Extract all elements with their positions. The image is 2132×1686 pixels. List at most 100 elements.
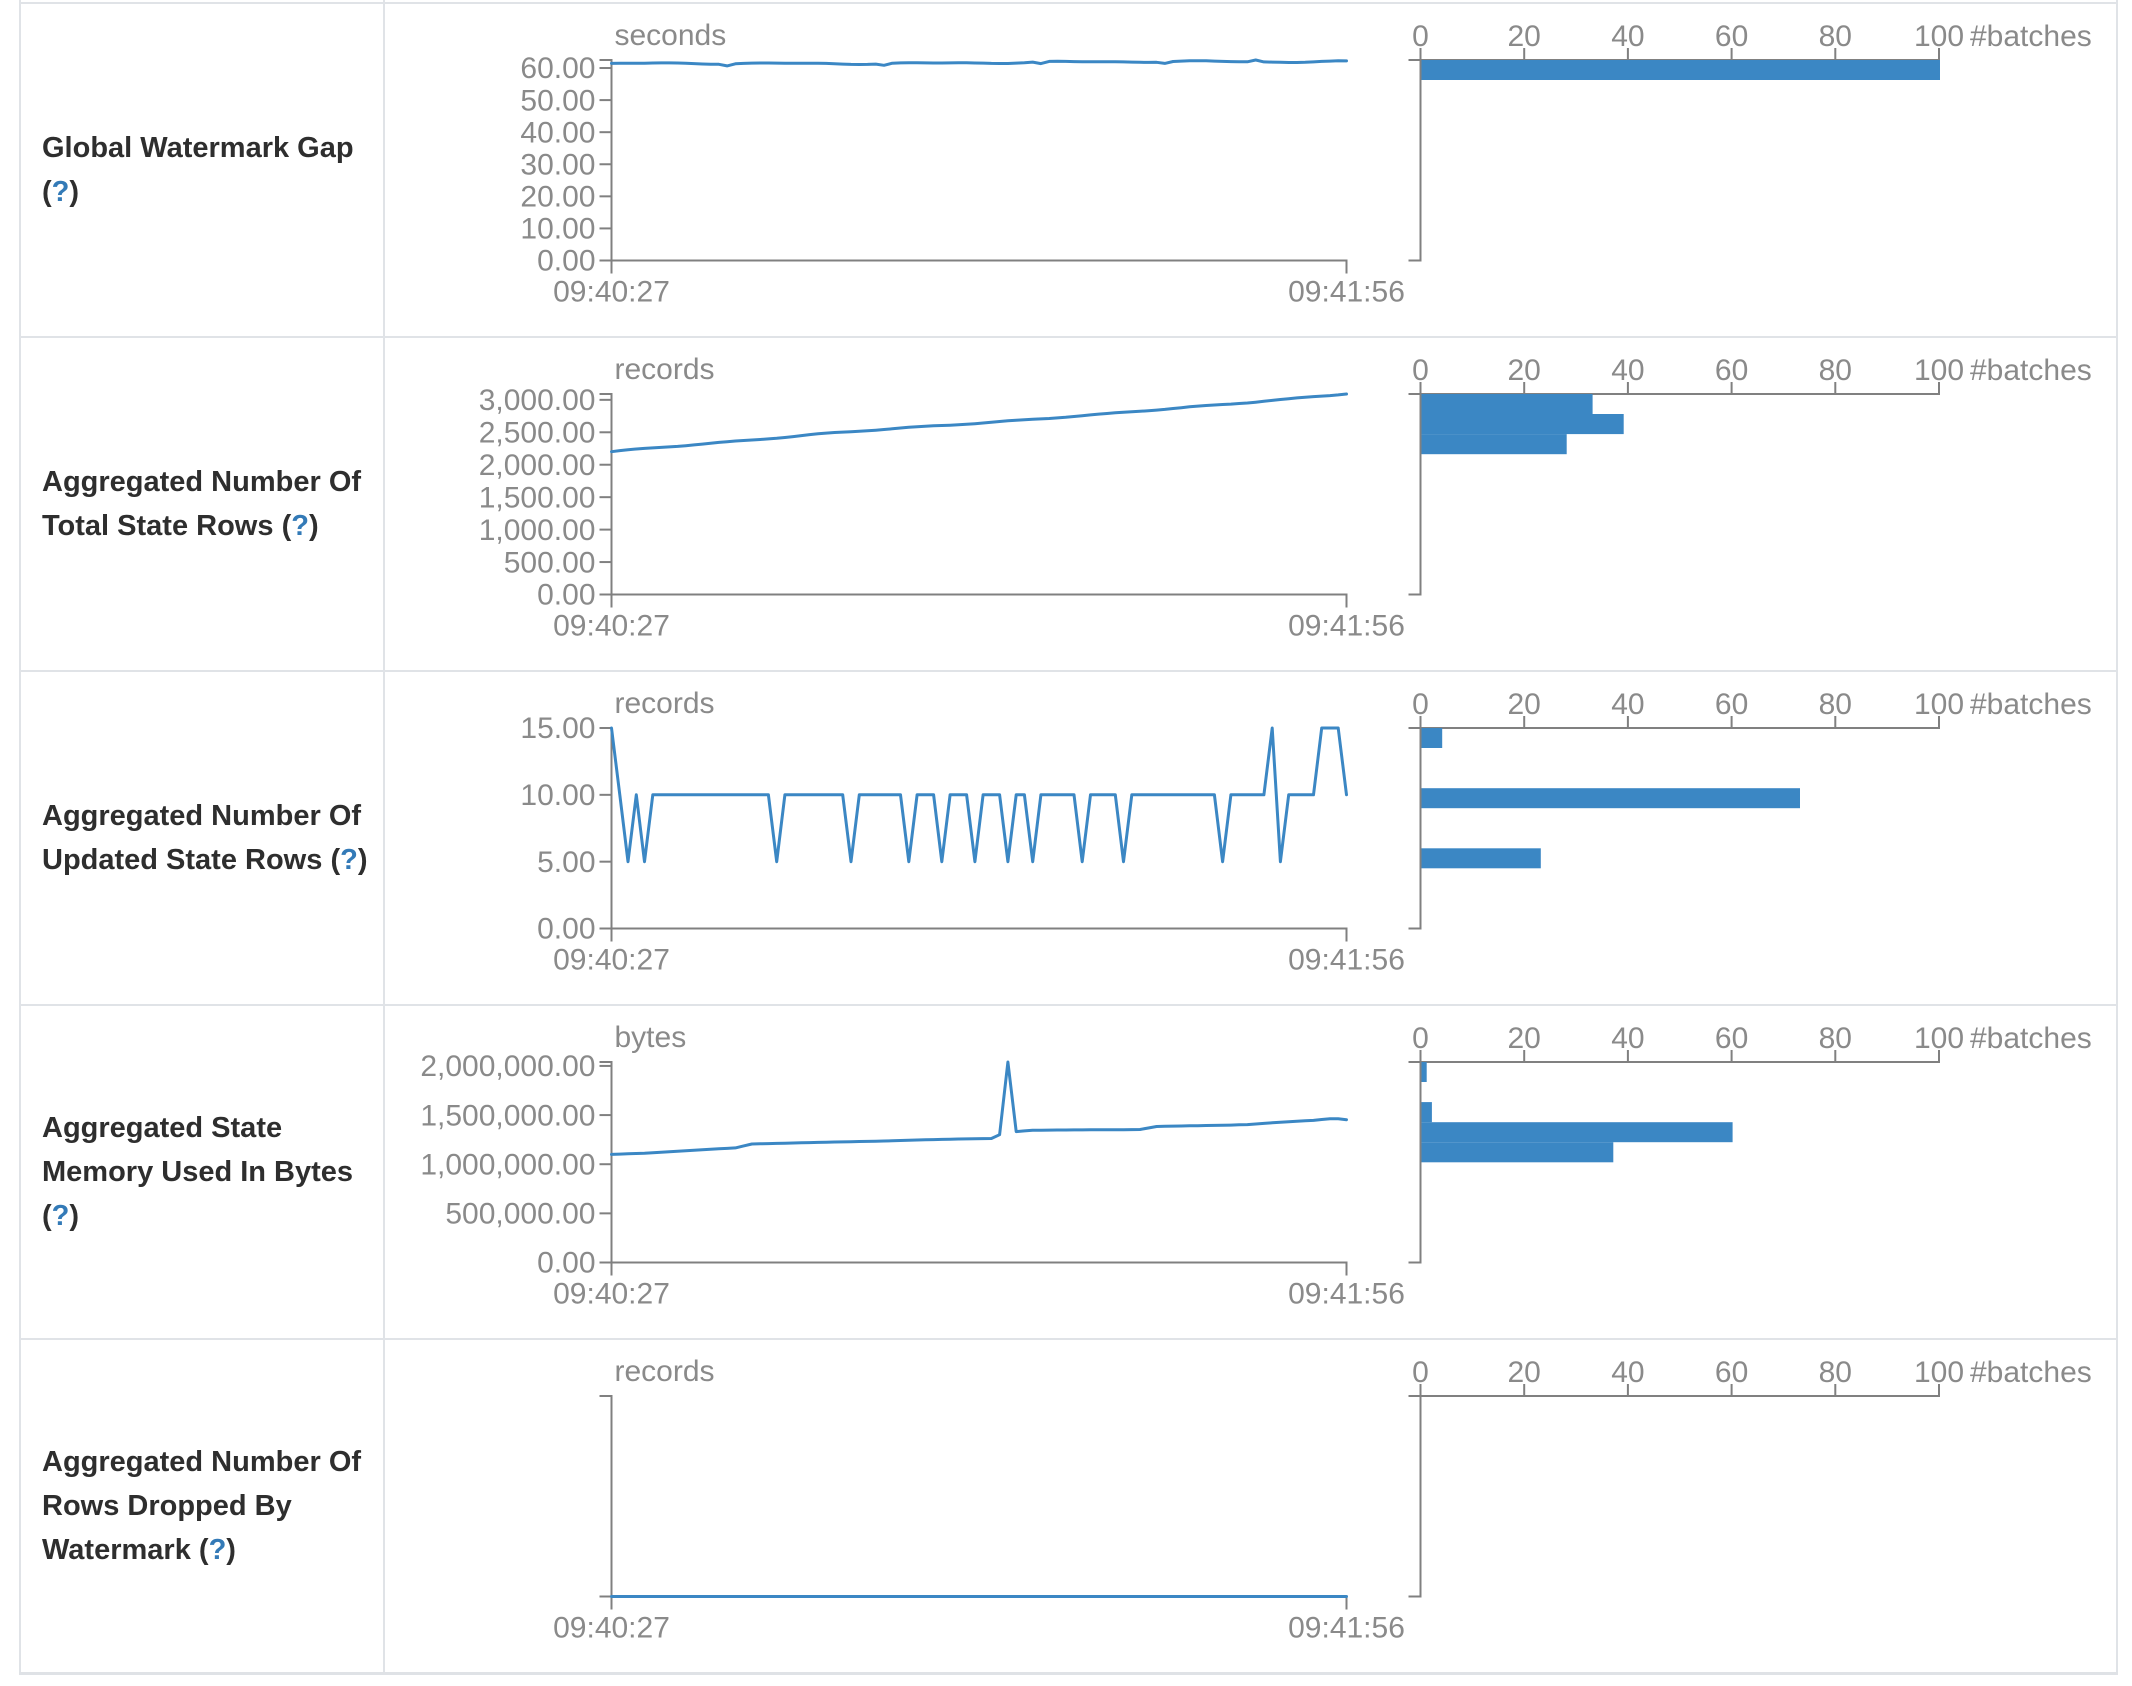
histogram-bar bbox=[1421, 60, 1940, 80]
table-row: Aggregated Number Of Total State Rows (?)… bbox=[19, 336, 2118, 672]
histogram-y-axis bbox=[1408, 393, 1422, 596]
y-tick-label: 500.00 bbox=[504, 546, 596, 579]
hist-x-tick-label: 100 bbox=[1914, 1022, 1964, 1055]
histogram-bar bbox=[1421, 414, 1624, 435]
help-paren: ( bbox=[42, 176, 52, 208]
timeline-line bbox=[610, 58, 1348, 68]
x-end-label: 09:41:56 bbox=[1288, 276, 1405, 309]
hist-x-tick-label: 80 bbox=[1819, 1356, 1852, 1389]
y-tick-label: 1,500.00 bbox=[479, 481, 596, 514]
metric-label-line: Memory Used In Bytes bbox=[42, 1156, 354, 1188]
histogram-bar bbox=[1421, 1062, 1427, 1082]
histogram-bar bbox=[1421, 848, 1541, 869]
metric-charts-cell: records 0.00 5.00 10.00 15.00 09:40:27 09:41:5… bbox=[383, 670, 2118, 1006]
histogram-chart: 0 20 40 60 80 100 #batches bbox=[1408, 1356, 2092, 1598]
timeline-y-axis bbox=[599, 59, 613, 262]
metric-label-line: Aggregated Number Of bbox=[42, 466, 362, 498]
metric-name-cell: Aggregated Number Of Total State Rows (?) bbox=[19, 336, 385, 672]
metric-label: Aggregated Number Of Updated State Rows (… bbox=[21, 794, 383, 882]
metric-label: Aggregated Number Of Total State Rows (?) bbox=[21, 460, 383, 548]
histogram-bar bbox=[1421, 788, 1800, 809]
help-tooltip-link[interactable]: ? bbox=[208, 1534, 227, 1566]
histogram-x-axis bbox=[1419, 1384, 1940, 1397]
hist-x-tick-label: 40 bbox=[1611, 20, 1644, 53]
histogram-bar bbox=[1421, 1122, 1733, 1143]
table-row-clipped bbox=[19, 0, 2118, 4]
chart-area: seconds 0.00 10.00 20.00 30.00 40.00 50.00 60.0… bbox=[385, 4, 2116, 336]
histogram-y-axis bbox=[1408, 1395, 1422, 1598]
timeline-y-axis bbox=[599, 1061, 613, 1264]
metric-label-line: (?) bbox=[42, 1200, 79, 1232]
timeline-line bbox=[610, 726, 1348, 864]
hist-x-tick-label: 60 bbox=[1715, 1022, 1748, 1055]
hist-x-tick-label: 80 bbox=[1819, 20, 1852, 53]
metric-label-line: Total State Rows (?) bbox=[42, 510, 319, 542]
histogram-bar bbox=[1421, 728, 1443, 748]
help-tooltip-link[interactable]: ? bbox=[51, 176, 70, 208]
timeline-x-axis bbox=[610, 927, 1348, 942]
table-row: Global Watermark Gap (?) seconds 0.00 10.00… bbox=[19, 2, 2118, 338]
hist-x-tick-label: 0 bbox=[1412, 1022, 1429, 1055]
chart-area: records 09:40:27 09:41:56 0 20 40 60 80 100 #batc… bbox=[385, 1340, 2116, 1672]
metric-label-line: Updated State Rows (?) bbox=[42, 844, 368, 876]
x-end-label: 09:41:56 bbox=[1288, 944, 1405, 977]
timeline-line bbox=[610, 1060, 1348, 1156]
unit-label: records bbox=[615, 353, 715, 386]
x-start-label: 09:40:27 bbox=[553, 1612, 670, 1645]
x-end-label: 09:41:56 bbox=[1288, 610, 1405, 643]
metric-label-line: Aggregated Number Of bbox=[42, 800, 362, 832]
hist-axis-unit-label: #batches bbox=[1970, 1356, 2092, 1389]
metric-charts-svg: records 0.00500.001,000.001,500.002,000.0… bbox=[479, 353, 2092, 643]
timeline-x-axis bbox=[610, 593, 1348, 608]
metric-label-line: (?) bbox=[42, 176, 79, 208]
y-tick-label: 50.00 bbox=[520, 84, 595, 117]
timeline-y-axis bbox=[599, 727, 613, 930]
hist-x-tick-label: 20 bbox=[1508, 688, 1541, 721]
y-tick-label: 3,000.00 bbox=[479, 384, 596, 417]
metric-name-cell: Aggregated State Memory Used In Bytes (?) bbox=[19, 1004, 385, 1340]
chart-area: bytes 0.00 500,000.00 1,000,000.00 1,500,000… bbox=[385, 1006, 2116, 1338]
chart-area: records 0.00 500.00 1,000.00 1,500.00 2,000.0… bbox=[385, 338, 2116, 670]
hist-x-tick-label: 0 bbox=[1412, 354, 1429, 387]
metric-name-cell: Global Watermark Gap (?) bbox=[19, 2, 385, 338]
help-tooltip-link[interactable]: ? bbox=[51, 1200, 70, 1232]
table-row: Aggregated Number Of Rows Dropped By Water… bbox=[19, 1338, 2118, 1675]
x-start-label: 09:40:27 bbox=[553, 610, 670, 643]
y-tick-label: 60.00 bbox=[520, 52, 595, 85]
hist-x-tick-label: 60 bbox=[1715, 1356, 1748, 1389]
unit-label: seconds bbox=[615, 19, 727, 52]
y-tick-label: 0.00 bbox=[537, 913, 595, 946]
y-tick-label: 1,000.00 bbox=[479, 514, 596, 547]
hist-x-tick-label: 40 bbox=[1611, 1356, 1644, 1389]
histogram-bar bbox=[1421, 1102, 1432, 1123]
hist-axis-unit-label: #batches bbox=[1970, 20, 2092, 53]
metric-charts-svg: records 09:40:27 09:41:56 0 20 40 60 80 100 #batc… bbox=[553, 1355, 2092, 1645]
timeline-line bbox=[610, 392, 1348, 454]
y-tick-label: 20.00 bbox=[520, 181, 595, 214]
y-tick-label: 500,000.00 bbox=[445, 1198, 595, 1231]
hist-x-tick-label: 80 bbox=[1819, 1022, 1852, 1055]
timeline-x-axis bbox=[610, 1261, 1348, 1276]
y-tick-label: 15.00 bbox=[520, 712, 595, 745]
metric-charts-svg: bytes 0.00 500,000.00 1,000,000.00 1,500,000… bbox=[420, 1021, 2091, 1311]
help-paren: ( bbox=[198, 1534, 209, 1566]
timeline-chart: records 0.00500.001,000.001,500.002,000.0… bbox=[479, 353, 1405, 643]
timeline-y-axis bbox=[599, 393, 613, 596]
clipped-chart-cell bbox=[383, 0, 2118, 4]
metric-label-line: Aggregated Number Of bbox=[42, 1446, 362, 1478]
histogram-x-axis bbox=[1419, 1050, 1940, 1063]
help-tooltip-link[interactable]: ? bbox=[340, 844, 358, 876]
histogram-bar bbox=[1421, 1142, 1614, 1163]
hist-x-tick-label: 0 bbox=[1412, 1356, 1429, 1389]
clipped-name-cell bbox=[19, 0, 385, 4]
streaming-statistics-table: Global Watermark Gap (?) seconds 0.00 10.00… bbox=[19, 0, 2118, 1675]
y-tick-label: 30.00 bbox=[520, 148, 595, 181]
x-start-label: 09:40:27 bbox=[553, 944, 670, 977]
table-row: Aggregated State Memory Used In Bytes (?) … bbox=[19, 1004, 2118, 1340]
metric-label: Global Watermark Gap (?) bbox=[21, 126, 383, 214]
metric-label: Aggregated State Memory Used In Bytes (?) bbox=[21, 1106, 383, 1238]
y-tick-label: 40.00 bbox=[520, 116, 595, 149]
help-tooltip-link[interactable]: ? bbox=[291, 510, 309, 542]
timeline-chart: records 0.00 5.00 10.00 15.00 09:40:27 09:41:5… bbox=[520, 687, 1404, 977]
histogram-x-axis bbox=[1419, 48, 1940, 61]
